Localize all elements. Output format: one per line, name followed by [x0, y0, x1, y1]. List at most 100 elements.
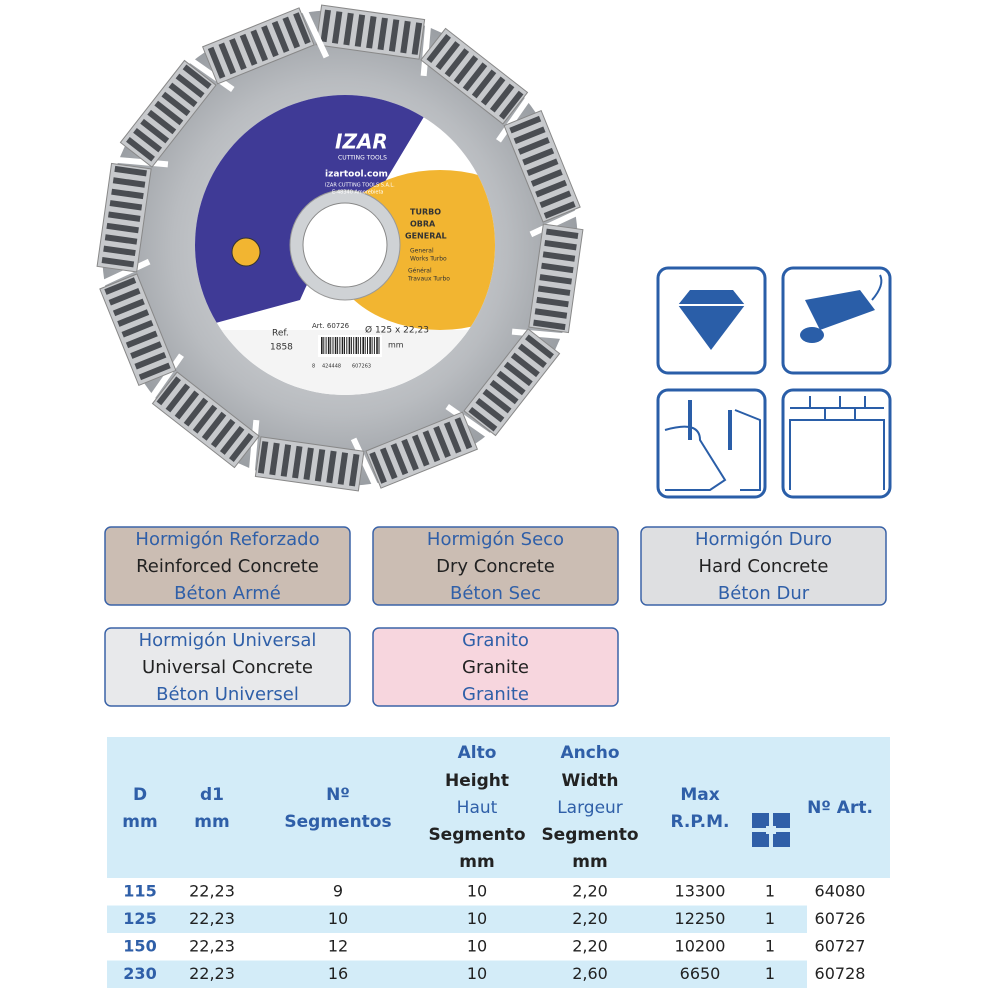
segment-tooth — [117, 309, 150, 327]
desc-2: Works Turbo — [410, 256, 447, 263]
segment-tooth — [314, 449, 326, 482]
bar-line — [334, 337, 337, 354]
size-unit: mm — [388, 341, 404, 350]
header-cell: Alto — [458, 743, 497, 763]
segment-tooth — [282, 16, 301, 49]
segment-tooth — [140, 118, 170, 144]
header-cell: Width — [562, 771, 619, 791]
header-cell: D — [133, 785, 147, 805]
segment-tooth — [530, 169, 563, 187]
segment-tooth — [201, 411, 227, 441]
header-cell: mm — [459, 852, 494, 872]
segment — [93, 258, 177, 387]
segment-tooth — [229, 433, 254, 462]
segment-tooth — [539, 274, 573, 285]
segment-tooth — [114, 165, 147, 177]
material-fr: Granite — [462, 684, 529, 705]
table-cell: 125 — [123, 909, 156, 928]
bar-line — [364, 337, 366, 354]
segment-tooth — [411, 22, 423, 55]
row-bg — [107, 960, 807, 988]
table-cell: 10 — [467, 909, 487, 928]
material-en: Universal Concrete — [142, 657, 313, 678]
segment-tooth — [444, 48, 470, 78]
segment-tooth — [331, 11, 343, 44]
header-cell: R.P.M. — [670, 812, 729, 832]
segment-tooth — [147, 109, 177, 135]
segment-tooth — [503, 361, 533, 387]
segment-tooth — [379, 447, 398, 480]
segment-tooth — [165, 383, 191, 413]
desc-3: Général — [408, 268, 432, 275]
segment-tooth — [443, 421, 462, 454]
segment-tooth — [509, 115, 542, 134]
segment-tooth — [239, 33, 258, 66]
icon-grinder — [805, 290, 875, 330]
segment-tooth — [109, 200, 143, 211]
bar-line — [355, 337, 358, 354]
header-cell: mm — [194, 812, 229, 832]
segment-tooth — [154, 100, 184, 126]
segment-tooth — [471, 69, 497, 99]
segment-tooth — [542, 251, 576, 262]
segment-tooth — [480, 76, 506, 106]
segment — [420, 27, 536, 143]
segment — [248, 419, 365, 492]
header-cell: Segmento — [541, 825, 638, 845]
segment-tooth — [218, 42, 237, 75]
row-bg — [107, 905, 807, 933]
material-en: Hard Concrete — [699, 556, 829, 577]
segment-tooth — [525, 334, 554, 359]
barcode-1: 8 — [312, 364, 315, 370]
segment-tooth — [133, 127, 163, 153]
segment-tooth — [366, 15, 377, 49]
segment-tooth — [517, 137, 550, 155]
table-header-bg — [107, 737, 890, 878]
header-cell: Segmento — [428, 825, 525, 845]
table-cell: 1 — [765, 937, 775, 956]
segment-tooth — [210, 418, 236, 448]
table-cell: 2,60 — [572, 964, 608, 983]
bar-line — [344, 337, 345, 354]
icon-box — [781, 266, 892, 375]
bar-line — [362, 337, 364, 354]
bar-line — [330, 337, 332, 354]
segment-tooth — [545, 228, 579, 239]
web: izartool.com — [325, 170, 388, 180]
segment-tooth — [229, 38, 247, 71]
segment-tooth — [369, 451, 387, 484]
segment-tooth — [499, 90, 524, 120]
table-cell: 64080 — [815, 882, 866, 901]
brand-sub: CUTTING TOOLS — [338, 155, 387, 162]
segment-tooth — [537, 285, 571, 296]
table-cell: 13300 — [675, 882, 726, 901]
material-fr: Béton Sec — [450, 583, 541, 604]
segment — [315, 4, 432, 77]
segment-tooth — [125, 330, 158, 349]
arbor-hole — [302, 202, 388, 288]
material-box — [372, 627, 619, 707]
table-cell: 22,23 — [189, 909, 235, 928]
bar-line — [369, 337, 371, 354]
segment-tooth — [175, 73, 205, 99]
material-fr: Béton Armé — [174, 583, 281, 604]
table-cell: 10 — [467, 937, 487, 956]
segment-tooth — [104, 277, 137, 295]
segment-tooth — [510, 352, 540, 378]
material-es: Hormigón Duro — [695, 529, 832, 550]
segment — [511, 223, 584, 340]
material-es: Hormigón Reforzado — [135, 529, 319, 550]
material-fr: Béton Dur — [718, 583, 810, 604]
header-cell: Nº — [326, 785, 350, 805]
segment-tooth — [489, 83, 515, 113]
segment-tooth — [400, 20, 411, 54]
size: Ø 125 x 22,23 — [365, 325, 429, 336]
segment-tooth — [106, 222, 139, 234]
segment-tooth — [489, 379, 519, 405]
segment-tooth — [207, 46, 226, 79]
mount-icon — [752, 813, 790, 847]
material-es: Granito — [462, 630, 529, 651]
company: IZAR CUTTING TOOLS S.A.L. — [325, 183, 395, 189]
art: Art. 60726 — [312, 322, 350, 330]
